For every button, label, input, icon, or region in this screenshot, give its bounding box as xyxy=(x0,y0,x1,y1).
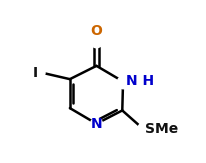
Text: I: I xyxy=(33,66,38,80)
Text: N: N xyxy=(90,117,102,131)
Text: N H: N H xyxy=(126,74,153,89)
Text: O: O xyxy=(90,24,102,38)
Text: SMe: SMe xyxy=(144,122,177,136)
